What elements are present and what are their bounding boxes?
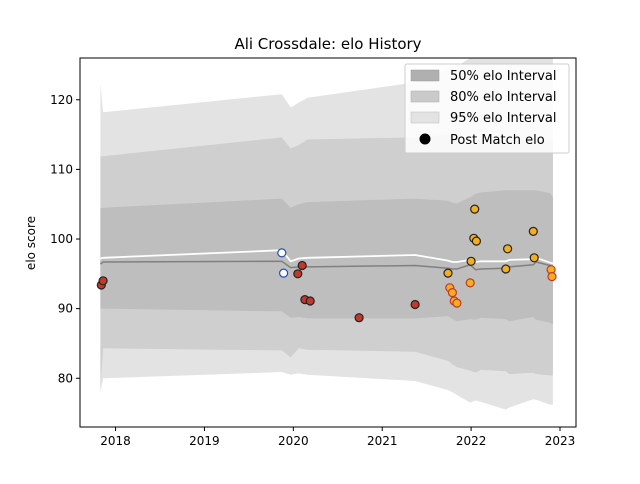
legend-marker (419, 133, 431, 145)
legend-box (404, 63, 570, 154)
data-point-3 (279, 268, 289, 278)
legend-label-50: 50% elo Interval (450, 69, 557, 84)
data-point-5 (297, 260, 307, 271)
x-tick-label-2023: 2023 (545, 434, 576, 448)
x-tick-label-2018: 2018 (100, 434, 131, 448)
median-line (99, 260, 554, 271)
legend-swatch-50 (410, 69, 440, 82)
legend-swatch-95 (410, 111, 440, 124)
x-tick-label-2021: 2021 (367, 434, 398, 448)
data-point-9 (410, 299, 420, 310)
data-point-12 (447, 288, 457, 298)
y-tick-label-90: 90 (58, 302, 73, 316)
data-point-20 (501, 264, 511, 274)
data-point-10 (443, 268, 453, 278)
y-axis-ticks: 80 90 100 110 120 (50, 93, 80, 385)
x-tick-label-2022: 2022 (456, 434, 487, 448)
chart-title: Ali Crossdale: elo History (234, 35, 421, 53)
data-point-7 (305, 296, 315, 306)
legend: 50% elo Interval 80% elo Interval 95% el… (404, 63, 570, 154)
plot-frame (79, 57, 577, 428)
legend-label-95: 95% elo Interval (450, 111, 557, 126)
data-point-1 (98, 276, 108, 286)
y-tick-label-80: 80 (58, 371, 73, 385)
x-tick-label-2019: 2019 (189, 434, 220, 448)
data-point-18 (470, 204, 480, 214)
legend-swatch-80 (410, 90, 440, 103)
x-axis-ticks: 2018 2019 2020 2021 2022 2023 (100, 427, 575, 448)
data-point-15 (465, 278, 475, 288)
y-tick-label-120: 120 (50, 93, 73, 107)
data-point-23 (529, 253, 539, 263)
data-point-4 (293, 269, 303, 279)
y-tick-label-110: 110 (50, 162, 73, 176)
data-point-21 (503, 244, 513, 254)
data-point-25 (547, 272, 557, 282)
x-tick-label-2020: 2020 (278, 434, 309, 448)
data-point-16 (466, 256, 476, 266)
data-point-19 (471, 236, 481, 246)
data-point-22 (528, 226, 538, 236)
data-point-8 (354, 313, 364, 323)
legend-label-marker: Post Match elo (450, 133, 545, 148)
post-match-points (96, 204, 557, 323)
y-axis-label: elo score (24, 216, 38, 270)
y-tick-label-100: 100 (50, 232, 73, 246)
data-point-14 (452, 298, 462, 308)
data-point-2 (277, 248, 287, 258)
legend-label-80: 80% elo Interval (450, 90, 557, 105)
